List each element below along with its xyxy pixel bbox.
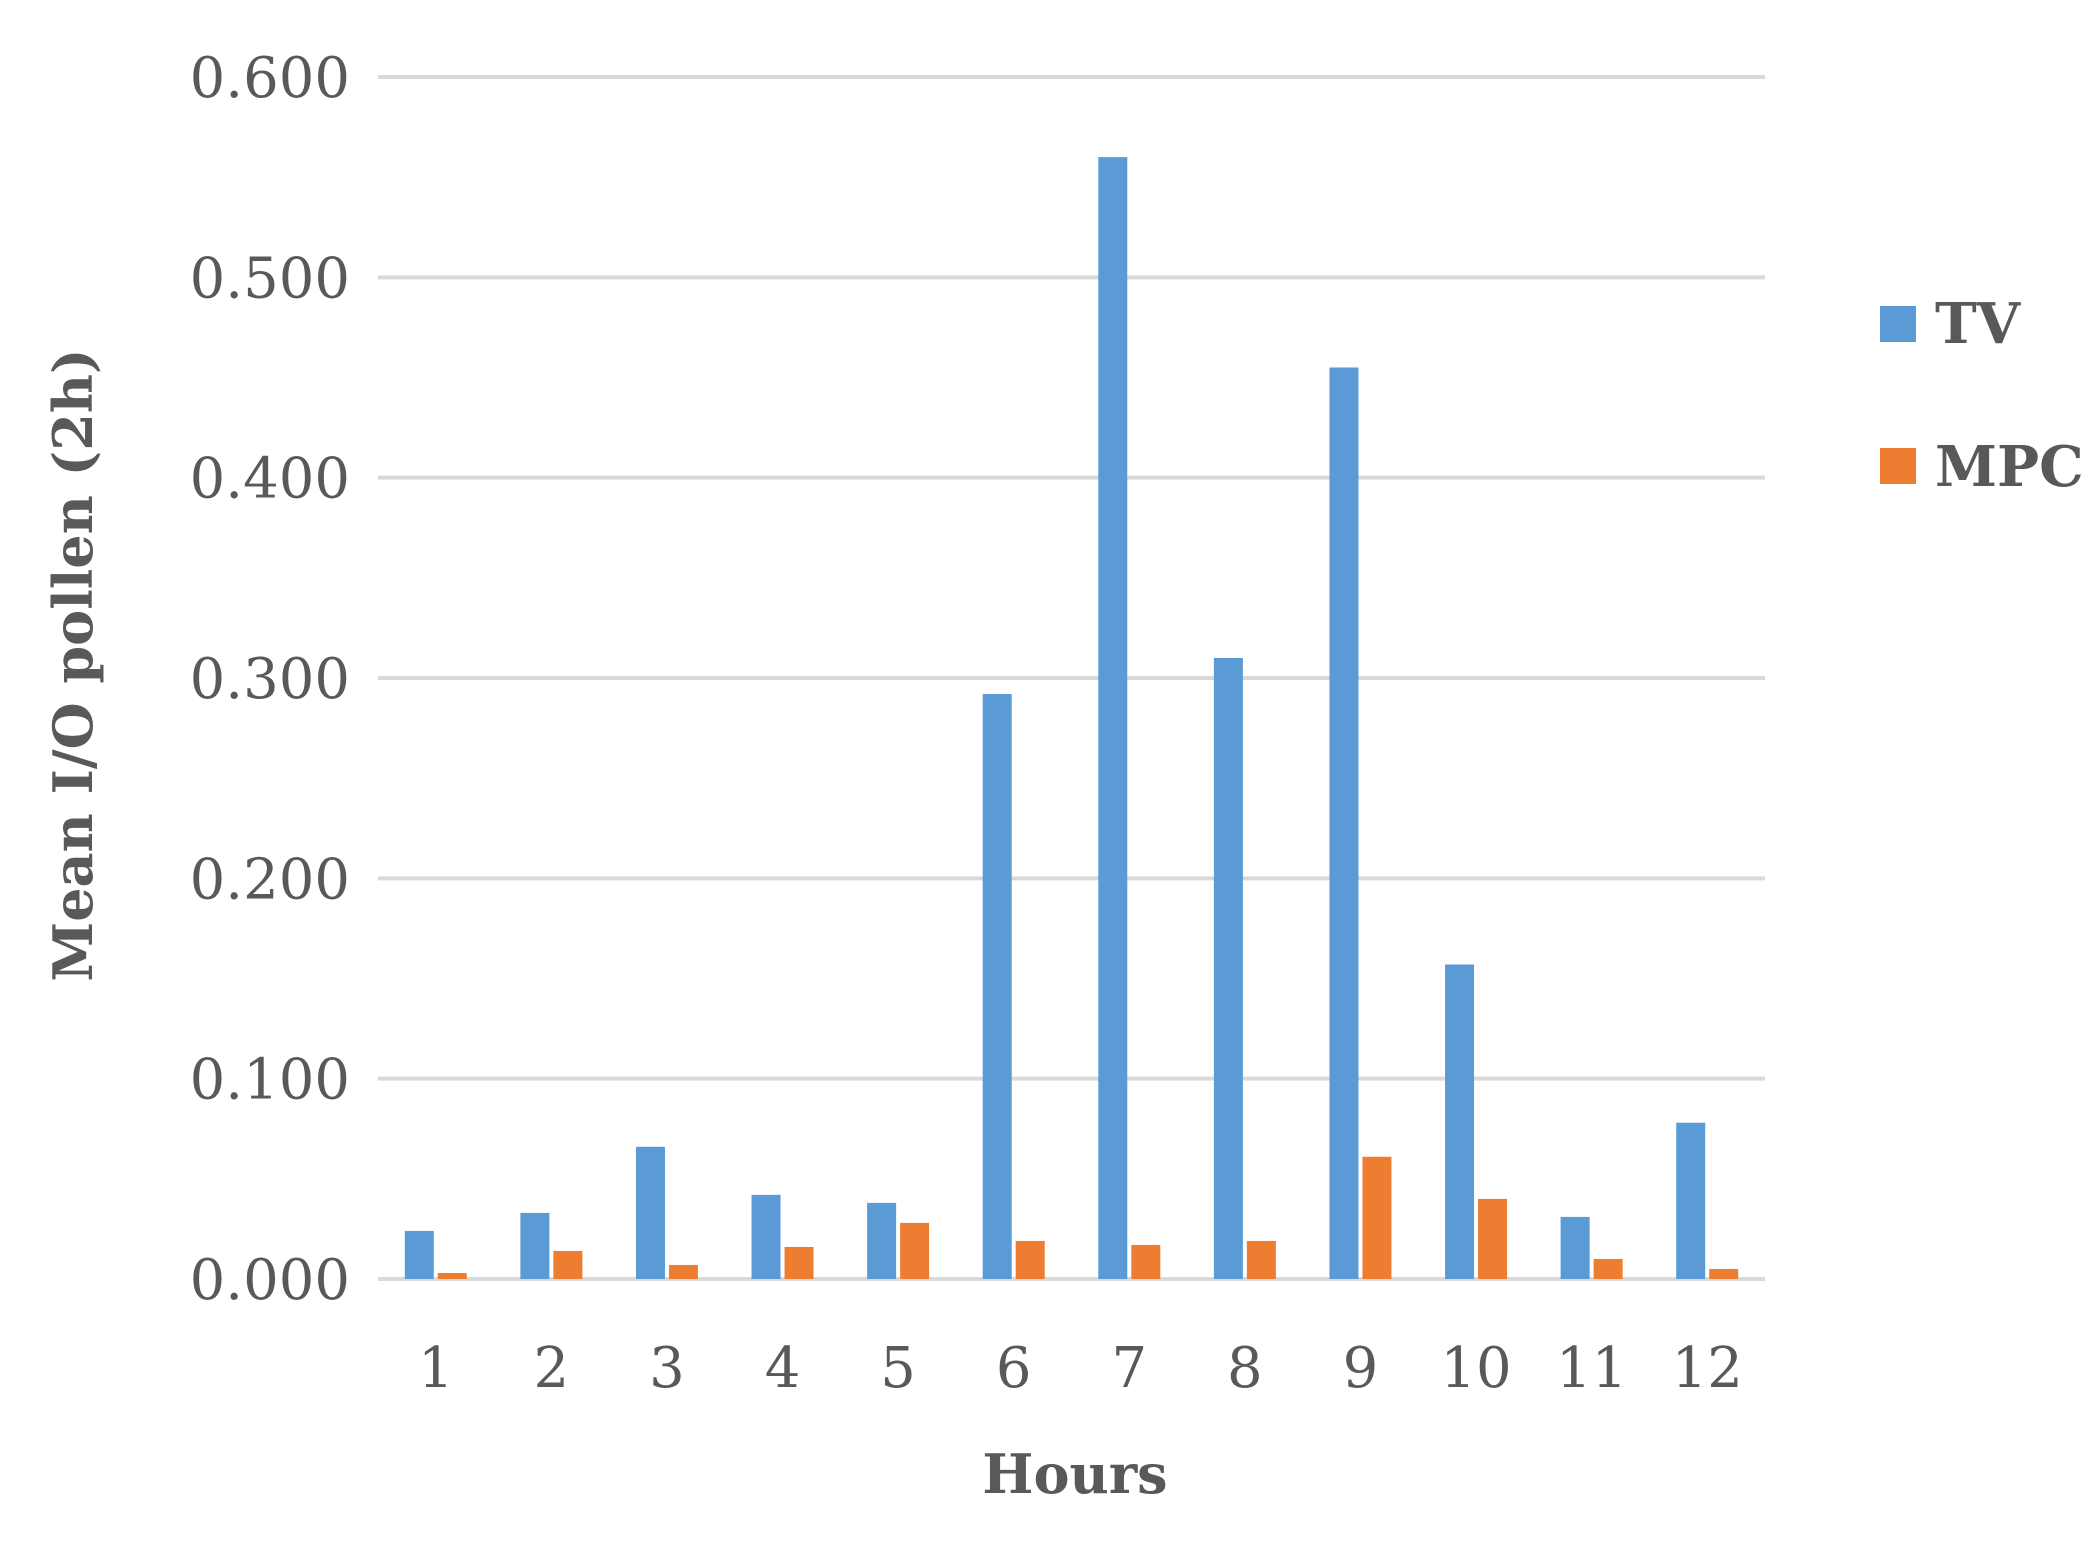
bar-tv-10 (1445, 964, 1475, 1279)
legend-item-mpc: MPC (1880, 434, 2084, 500)
x-tick-label: 12 (1672, 1336, 1743, 1401)
bar-tv-12 (1676, 1122, 1706, 1279)
bar-group-11 (1560, 1216, 1623, 1279)
y-axis-ticks: 0.000 0.100 0.200 0.300 0.400 0.500 0.600 (190, 46, 350, 1313)
bar-group-8 (1213, 657, 1276, 1279)
bar-group-6 (982, 694, 1045, 1279)
bar-group-3 (635, 1146, 698, 1279)
bar-mpc-7 (1131, 1244, 1161, 1279)
y-axis-title: Mean I/O pollen (2h) (41, 348, 105, 981)
y-tick-label: 0.600 (190, 46, 350, 111)
bar-tv-11 (1560, 1216, 1590, 1279)
bar-tv-4 (751, 1194, 781, 1279)
legend-label-mpc: MPC (1935, 434, 2084, 500)
x-axis-ticks: 1 2 3 4 5 6 7 8 9 10 11 12 (418, 1336, 1743, 1401)
bar-group-2 (520, 1212, 583, 1279)
x-tick-label: 8 (1227, 1336, 1263, 1401)
x-tick-label: 1 (418, 1336, 454, 1401)
x-tick-label: 3 (649, 1336, 685, 1401)
y-tick-label: 0.500 (190, 246, 350, 311)
bar-group-9 (1329, 367, 1392, 1279)
bar-mpc-2 (553, 1250, 583, 1279)
bar-mpc-3 (668, 1264, 698, 1279)
bar-group-1 (404, 1230, 467, 1279)
y-tick-label: 0.200 (190, 847, 350, 912)
bar-mpc-5 (900, 1222, 930, 1279)
y-tick-label: 0.400 (190, 447, 350, 512)
bar-tv-5 (867, 1202, 897, 1279)
bar-mpc-11 (1593, 1258, 1623, 1279)
bar-group-10 (1445, 964, 1508, 1279)
bar-tv-3 (635, 1146, 665, 1279)
bar-tv-2 (520, 1212, 550, 1279)
x-tick-label: 2 (534, 1336, 570, 1401)
y-tick-label: 0.100 (190, 1048, 350, 1113)
x-axis-title: Hours (982, 1442, 1167, 1506)
x-tick-label: 4 (765, 1336, 801, 1401)
bar-group-4 (751, 1194, 814, 1279)
bar-mpc-9 (1362, 1156, 1392, 1279)
bar-group-5 (867, 1202, 930, 1279)
bar-group-7 (1098, 157, 1161, 1280)
x-tick-label: 7 (1111, 1336, 1147, 1401)
bar-mpc-12 (1709, 1268, 1739, 1279)
bar-mpc-8 (1246, 1240, 1276, 1279)
bars (404, 157, 1739, 1280)
bar-tv-9 (1329, 367, 1359, 1279)
y-tick-label: 0.000 (190, 1248, 350, 1313)
x-tick-label: 10 (1440, 1336, 1511, 1401)
legend: TV MPC (1880, 291, 2084, 500)
bar-tv-6 (982, 694, 1012, 1279)
gridlines (378, 75, 1765, 1281)
bar-group-12 (1676, 1122, 1739, 1279)
legend-label-tv: TV (1935, 291, 2022, 357)
y-tick-label: 0.300 (190, 647, 350, 712)
x-tick-label: 9 (1343, 1336, 1379, 1401)
bar-mpc-4 (784, 1246, 814, 1279)
x-tick-label: 11 (1556, 1336, 1627, 1401)
x-tick-label: 6 (996, 1336, 1032, 1401)
bar-mpc-10 (1478, 1198, 1508, 1279)
legend-swatch-mpc (1880, 448, 1916, 484)
bar-mpc-6 (1015, 1240, 1045, 1279)
legend-item-tv: TV (1880, 291, 2022, 357)
bar-mpc-1 (437, 1272, 467, 1279)
bar-tv-7 (1098, 157, 1128, 1280)
bar-tv-1 (404, 1230, 434, 1279)
bar-tv-8 (1213, 657, 1243, 1279)
x-tick-label: 5 (880, 1336, 916, 1401)
legend-swatch-tv (1880, 306, 1916, 342)
